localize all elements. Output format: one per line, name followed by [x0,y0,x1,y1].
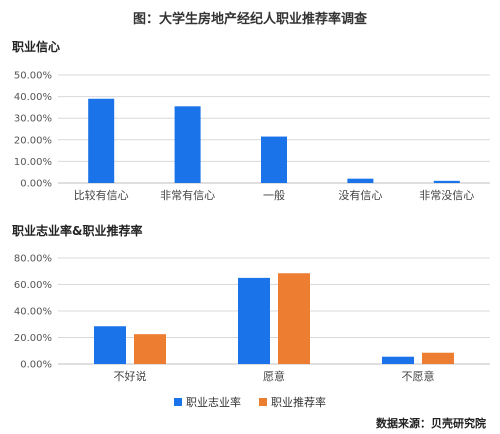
legend-swatch-series2 [259,398,267,406]
chart1-ytick-label: 50.00% [14,71,52,82]
chart1-bar [433,180,460,183]
chart1-title: 职业信心 [12,40,61,54]
legend-swatch-series1 [174,398,182,406]
source-note: 数据来源：贝壳研究院 [376,417,486,430]
legend-label-series1: 职业志业率 [186,396,241,409]
chart2-category-label: 不愿意 [402,369,435,383]
chart1-ytick-label: 30.00% [14,114,52,125]
legend-label-series2: 职业推荐率 [271,396,326,409]
chart2-category-label: 不好说 [114,369,147,383]
chart2-svg: 0.00% 20.00% 40.00% 60.00% 80.00% 不好说 愿意 不愿意 [14,254,490,383]
chart1-svg: 0.00% 10.00% 20.00% 30.00% 40.00% 50.00% 比较有信心… [14,71,490,202]
chart1-ytick-label: 10.00% [14,157,52,168]
chart1-bar [174,106,201,183]
chart2-category-label: 愿意 [263,369,285,383]
chart1-ytick-label: 0.00% [20,179,52,190]
chart2-ytick-label: 40.00% [14,307,52,318]
page-title: 图：大学生房地产经纪人职业推荐率调查 [132,12,367,27]
chart2-bar [382,356,414,364]
chart2-title: 职业志业率&职业推荐率 [12,224,143,238]
chart2-ytick-label: 60.00% [14,280,52,291]
legend-item-series1: 职业志业率 [174,394,241,410]
chart2-bar [238,277,270,364]
chart2-bar [422,352,454,364]
chart2-bar [278,273,310,364]
chart1-bar [88,98,115,183]
chart1-ytick-label: 20.00% [14,135,52,146]
chart2-ytick-label: 0.00% [20,360,52,371]
chart1-category-label: 非常没信心 [419,189,474,202]
chart1-bar [347,178,374,183]
chart1-category-label: 比较有信心 [74,188,129,202]
chart1-category-label: 非常有信心 [160,188,215,202]
chart2-legend: 职业志业率 职业推荐率 [0,394,500,410]
chart2-bar [94,326,126,364]
chart1-category-label: 一般 [263,189,285,202]
chart1-bar [261,136,287,183]
chart2-ytick-label: 20.00% [14,333,52,344]
chart2-bar [134,334,166,364]
legend-item-series2: 职业推荐率 [259,394,326,410]
chart2-ytick-label: 80.00% [14,254,52,265]
chart1-category-label: 没有信心 [338,188,382,202]
chart1-ytick-label: 40.00% [14,92,52,103]
